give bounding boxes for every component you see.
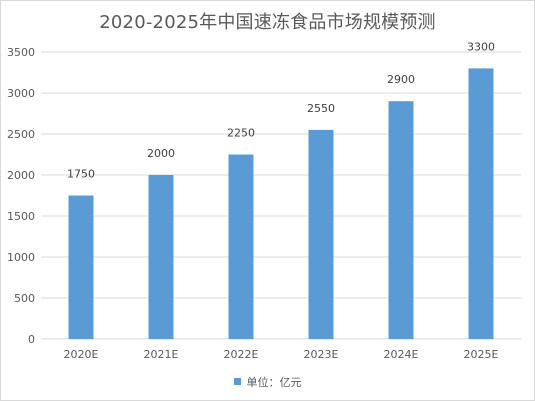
y-tick-label: 1000 bbox=[7, 251, 35, 264]
legend-swatch bbox=[233, 377, 241, 385]
x-tick-label: 2020E bbox=[64, 348, 99, 361]
y-tick-label: 2000 bbox=[7, 169, 35, 182]
legend: 单位：亿元 bbox=[1, 374, 534, 390]
x-tick-label: 2025E bbox=[464, 348, 499, 361]
data-label: 2000 bbox=[147, 147, 175, 160]
y-tick-label: 0 bbox=[28, 333, 35, 346]
y-tick-label: 2500 bbox=[7, 128, 35, 141]
data-labels: 1750 2000 2250 2550 2900 3300 bbox=[67, 40, 495, 180]
bar-2020E bbox=[68, 195, 94, 339]
bar-2022E bbox=[228, 154, 254, 339]
x-tick-label: 2021E bbox=[144, 348, 179, 361]
bar-2025E bbox=[468, 68, 494, 340]
y-axis-ticks: 0 500 1000 1500 2000 2500 3000 3500 bbox=[7, 46, 35, 346]
chart-title: 2020-2025年中国速冻食品市场规模预测 bbox=[99, 12, 436, 33]
bar-2024E bbox=[388, 101, 414, 339]
y-tick-label: 3500 bbox=[7, 46, 35, 59]
x-tick-label: 2024E bbox=[384, 348, 419, 361]
y-tick-label: 3000 bbox=[7, 87, 35, 100]
data-label: 2250 bbox=[227, 127, 255, 140]
data-label: 1750 bbox=[67, 168, 95, 181]
x-axis-ticks: 2020E 2021E 2022E 2023E 2024E 2025E bbox=[64, 348, 499, 361]
data-label: 2900 bbox=[387, 73, 415, 86]
data-label: 2550 bbox=[307, 102, 335, 115]
bar-2023E bbox=[308, 129, 334, 339]
x-tick-label: 2023E bbox=[304, 348, 339, 361]
y-tick-label: 1500 bbox=[7, 210, 35, 223]
legend-label: 单位：亿元 bbox=[246, 376, 302, 389]
bar-2021E bbox=[148, 175, 174, 339]
gridlines bbox=[41, 51, 521, 340]
bars bbox=[68, 68, 494, 340]
y-tick-label: 500 bbox=[14, 292, 35, 305]
data-label: 3300 bbox=[467, 40, 495, 53]
x-tick-label: 2022E bbox=[224, 348, 259, 361]
